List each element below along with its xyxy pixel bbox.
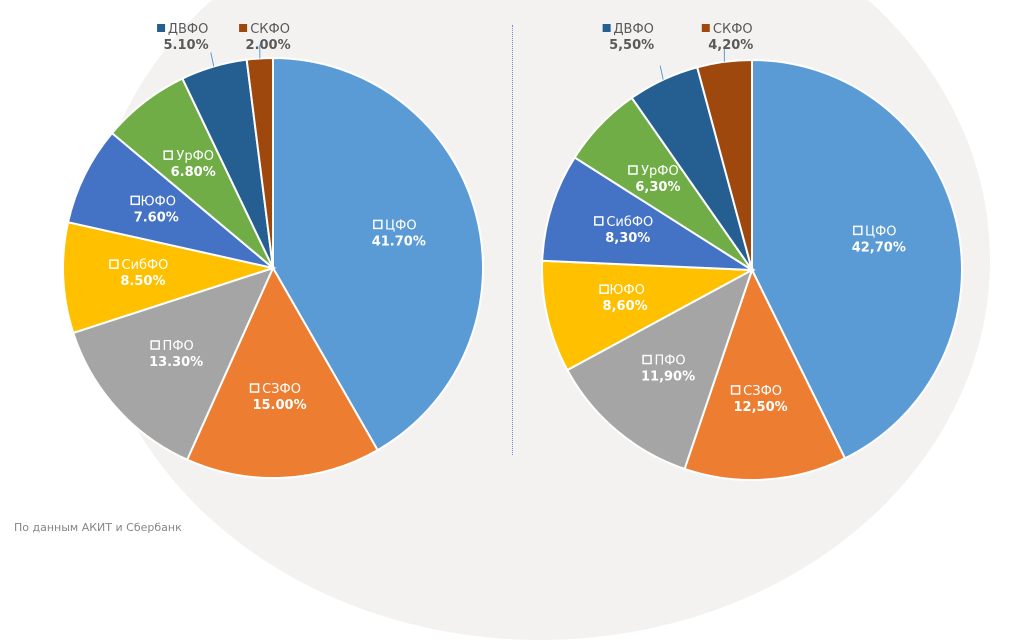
slice-value: 42,70% bbox=[852, 240, 906, 255]
pie-slice-СибФО bbox=[541, 156, 756, 272]
pie-slice-СибФО bbox=[62, 220, 277, 335]
slice-name: ЦФО bbox=[385, 218, 417, 233]
pie-slice-ЦФО bbox=[751, 58, 963, 460]
slice-name: ДВФО bbox=[613, 22, 654, 37]
pie-slice-СЗФО bbox=[185, 265, 379, 479]
legend-marker-icon bbox=[701, 24, 710, 32]
legend-marker-icon bbox=[602, 24, 611, 32]
pie-slice-ПФО bbox=[72, 266, 275, 461]
pie-slice-СЗФО bbox=[683, 267, 847, 481]
legend-marker-icon bbox=[599, 284, 609, 294]
slice-name: СибФО bbox=[121, 258, 168, 273]
pie-slice-ЮФО bbox=[541, 259, 756, 372]
slice-value: 15.00% bbox=[252, 398, 306, 413]
slice-name: СКФО bbox=[250, 22, 290, 37]
legend-marker-icon bbox=[853, 225, 863, 236]
chart-divider bbox=[512, 25, 513, 455]
leader-line bbox=[659, 65, 664, 80]
slice-value: 6.80% bbox=[171, 165, 216, 180]
legend-marker-icon bbox=[239, 24, 248, 32]
slice-name: СКФО bbox=[713, 22, 753, 37]
slice-name: ПФО bbox=[163, 339, 194, 354]
pie-slice-СКФО bbox=[695, 58, 753, 271]
slice-value: 11,90% bbox=[641, 370, 695, 385]
pie-slice-ЮФО bbox=[66, 131, 274, 269]
slice-value: 5.10% bbox=[164, 38, 209, 53]
slice-name: ПФО bbox=[654, 354, 685, 369]
slice-value: 6,30% bbox=[635, 180, 680, 195]
legend-marker-icon bbox=[373, 219, 383, 230]
slice-name: ЦФО bbox=[865, 224, 897, 239]
slice-value: 4,20% bbox=[708, 38, 753, 53]
legend-marker-icon bbox=[642, 354, 652, 365]
legend-marker-icon bbox=[730, 385, 741, 395]
slice-value: 7.60% bbox=[134, 210, 179, 225]
pie-charts: ЦФО41.70%СЗФО15.00%ПФО13.30%СибФО8.50%ЮФ… bbox=[62, 22, 963, 481]
legend-marker-icon bbox=[109, 259, 119, 269]
legend-marker-icon bbox=[594, 216, 604, 226]
slice-name: ЮФО bbox=[141, 194, 176, 209]
legend-marker-icon bbox=[157, 24, 166, 32]
slice-name: СЗФО bbox=[262, 382, 301, 397]
source-note: По данным АКИТ и Сбербанк bbox=[14, 521, 182, 534]
slice-value: 2.00% bbox=[246, 38, 291, 53]
slice-name: СибФО bbox=[606, 215, 653, 230]
pie-slice-ПФО bbox=[565, 267, 754, 471]
slice-name: ДВФО bbox=[168, 22, 209, 37]
slice-value: 8,30% bbox=[605, 231, 650, 246]
slice-value: 5,50% bbox=[609, 38, 654, 53]
slice-name: УрФО bbox=[641, 164, 679, 179]
legend-marker-icon bbox=[150, 340, 160, 350]
slice-value: 12,50% bbox=[734, 400, 788, 415]
slice-value: 8.50% bbox=[120, 274, 165, 289]
slice-name: СЗФО bbox=[743, 384, 782, 399]
slice-value: 13.30% bbox=[149, 355, 203, 370]
legend-marker-icon bbox=[163, 150, 173, 160]
pie-slice-ЦФО bbox=[272, 56, 484, 452]
slice-name: УрФО bbox=[176, 149, 214, 164]
slice-value: 8,60% bbox=[603, 299, 648, 314]
slice-name: ЮФО bbox=[609, 283, 644, 298]
leader-line bbox=[210, 52, 215, 67]
legend-marker-icon bbox=[130, 195, 141, 206]
slice-value: 41.70% bbox=[372, 234, 426, 249]
legend-marker-icon bbox=[628, 165, 638, 175]
legend-marker-icon bbox=[249, 383, 260, 393]
